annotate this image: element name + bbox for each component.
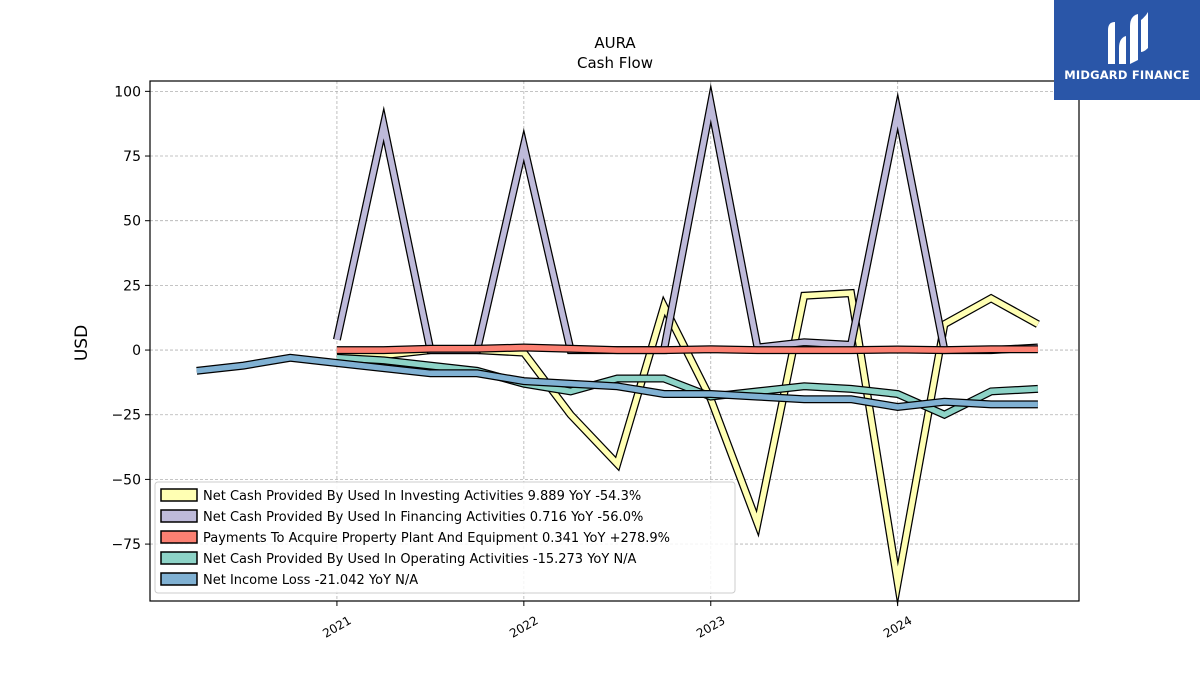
- y-tick-label: 50: [123, 214, 141, 230]
- chart-subtitle: Cash Flow: [577, 54, 653, 72]
- legend-swatch: [160, 509, 198, 523]
- midgard-finance-logo: MIDGARD FINANCE: [1054, 0, 1200, 100]
- series-line: [336, 343, 1038, 355]
- legend-swatch: [160, 572, 198, 586]
- x-tick-label: 2024: [881, 613, 914, 640]
- series-path: [334, 89, 1039, 353]
- series-path: [336, 344, 1038, 353]
- series-path: [196, 355, 1038, 410]
- y-tick-label: 75: [123, 149, 141, 165]
- x-tick-label: 2021: [320, 613, 353, 640]
- chart-title: AURA: [594, 34, 636, 52]
- y-tick-label: 0: [132, 343, 141, 359]
- legend-swatch: [160, 488, 198, 502]
- logo-text: MIDGARD FINANCE: [1064, 68, 1190, 82]
- y-axis-label: USD: [72, 325, 92, 361]
- y-tick-label: 25: [123, 278, 141, 294]
- legend-swatch: [160, 530, 198, 544]
- legend: Net Cash Provided By Used In Investing A…: [154, 481, 736, 594]
- legend-label: Net Cash Provided By Used In Operating A…: [203, 552, 637, 567]
- legend-label: Net Income Loss -21.042 YoY N/A: [203, 573, 418, 588]
- legend-box: [154, 481, 736, 594]
- y-tick-label: −75: [111, 537, 141, 553]
- grid-lines: [150, 81, 1079, 601]
- series-lines: [196, 83, 1040, 607]
- y-tick-label: 100: [114, 84, 141, 100]
- series-line: [332, 83, 1039, 355]
- y-tick-label: −50: [111, 472, 141, 488]
- legend-label: Payments To Acquire Property Plant And E…: [203, 531, 670, 546]
- y-tick-label: −25: [111, 408, 141, 424]
- series-line: [196, 353, 1038, 412]
- x-tick-label: 2023: [694, 613, 727, 640]
- legend-label: Net Cash Provided By Used In Investing A…: [203, 489, 641, 504]
- logo-mark-icon: [1108, 12, 1148, 64]
- plot-frame: [149, 80, 1080, 602]
- x-tick-label: 2022: [507, 613, 540, 640]
- legend-label: Net Cash Provided By Used In Financing A…: [203, 510, 643, 525]
- legend-swatch: [160, 551, 198, 565]
